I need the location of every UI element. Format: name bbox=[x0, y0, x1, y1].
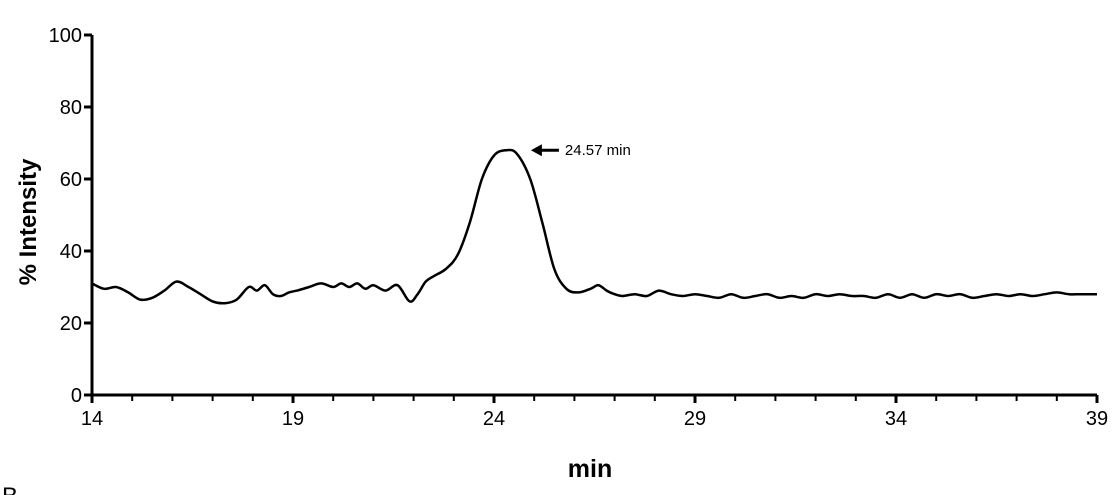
y-axis-title: % Intensity bbox=[15, 158, 42, 285]
axes bbox=[90, 35, 1097, 397]
x-tick-label: 29 bbox=[684, 408, 706, 430]
series-line-0 bbox=[91, 148, 1097, 305]
annotation-arrow-head bbox=[530, 144, 542, 157]
tick-labels: 0 20 40 60 80 100 14 19 24 29 34 39 bbox=[49, 25, 1109, 430]
panel-label: B bbox=[2, 483, 18, 495]
x-tick-label: 39 bbox=[1086, 408, 1108, 430]
y-tick-label: 60 bbox=[60, 169, 82, 191]
x-tick-label: 34 bbox=[885, 408, 907, 430]
y-tick-label: 0 bbox=[71, 385, 82, 407]
y-tick-label: 100 bbox=[49, 25, 82, 47]
x-tick-label: 14 bbox=[81, 408, 103, 430]
y-tick-label: 40 bbox=[60, 241, 82, 263]
x-tick-label: 24 bbox=[483, 408, 505, 430]
annotation: 24.57 min bbox=[530, 142, 631, 159]
series bbox=[91, 148, 1097, 305]
ticks bbox=[84, 33, 1099, 403]
x-tick-label: 19 bbox=[282, 408, 304, 430]
x-axis-title: min bbox=[568, 455, 612, 483]
peak-annotation-label: 24.57 min bbox=[565, 142, 631, 159]
y-tick-label: 80 bbox=[60, 97, 82, 119]
y-tick-label: 20 bbox=[60, 313, 82, 335]
